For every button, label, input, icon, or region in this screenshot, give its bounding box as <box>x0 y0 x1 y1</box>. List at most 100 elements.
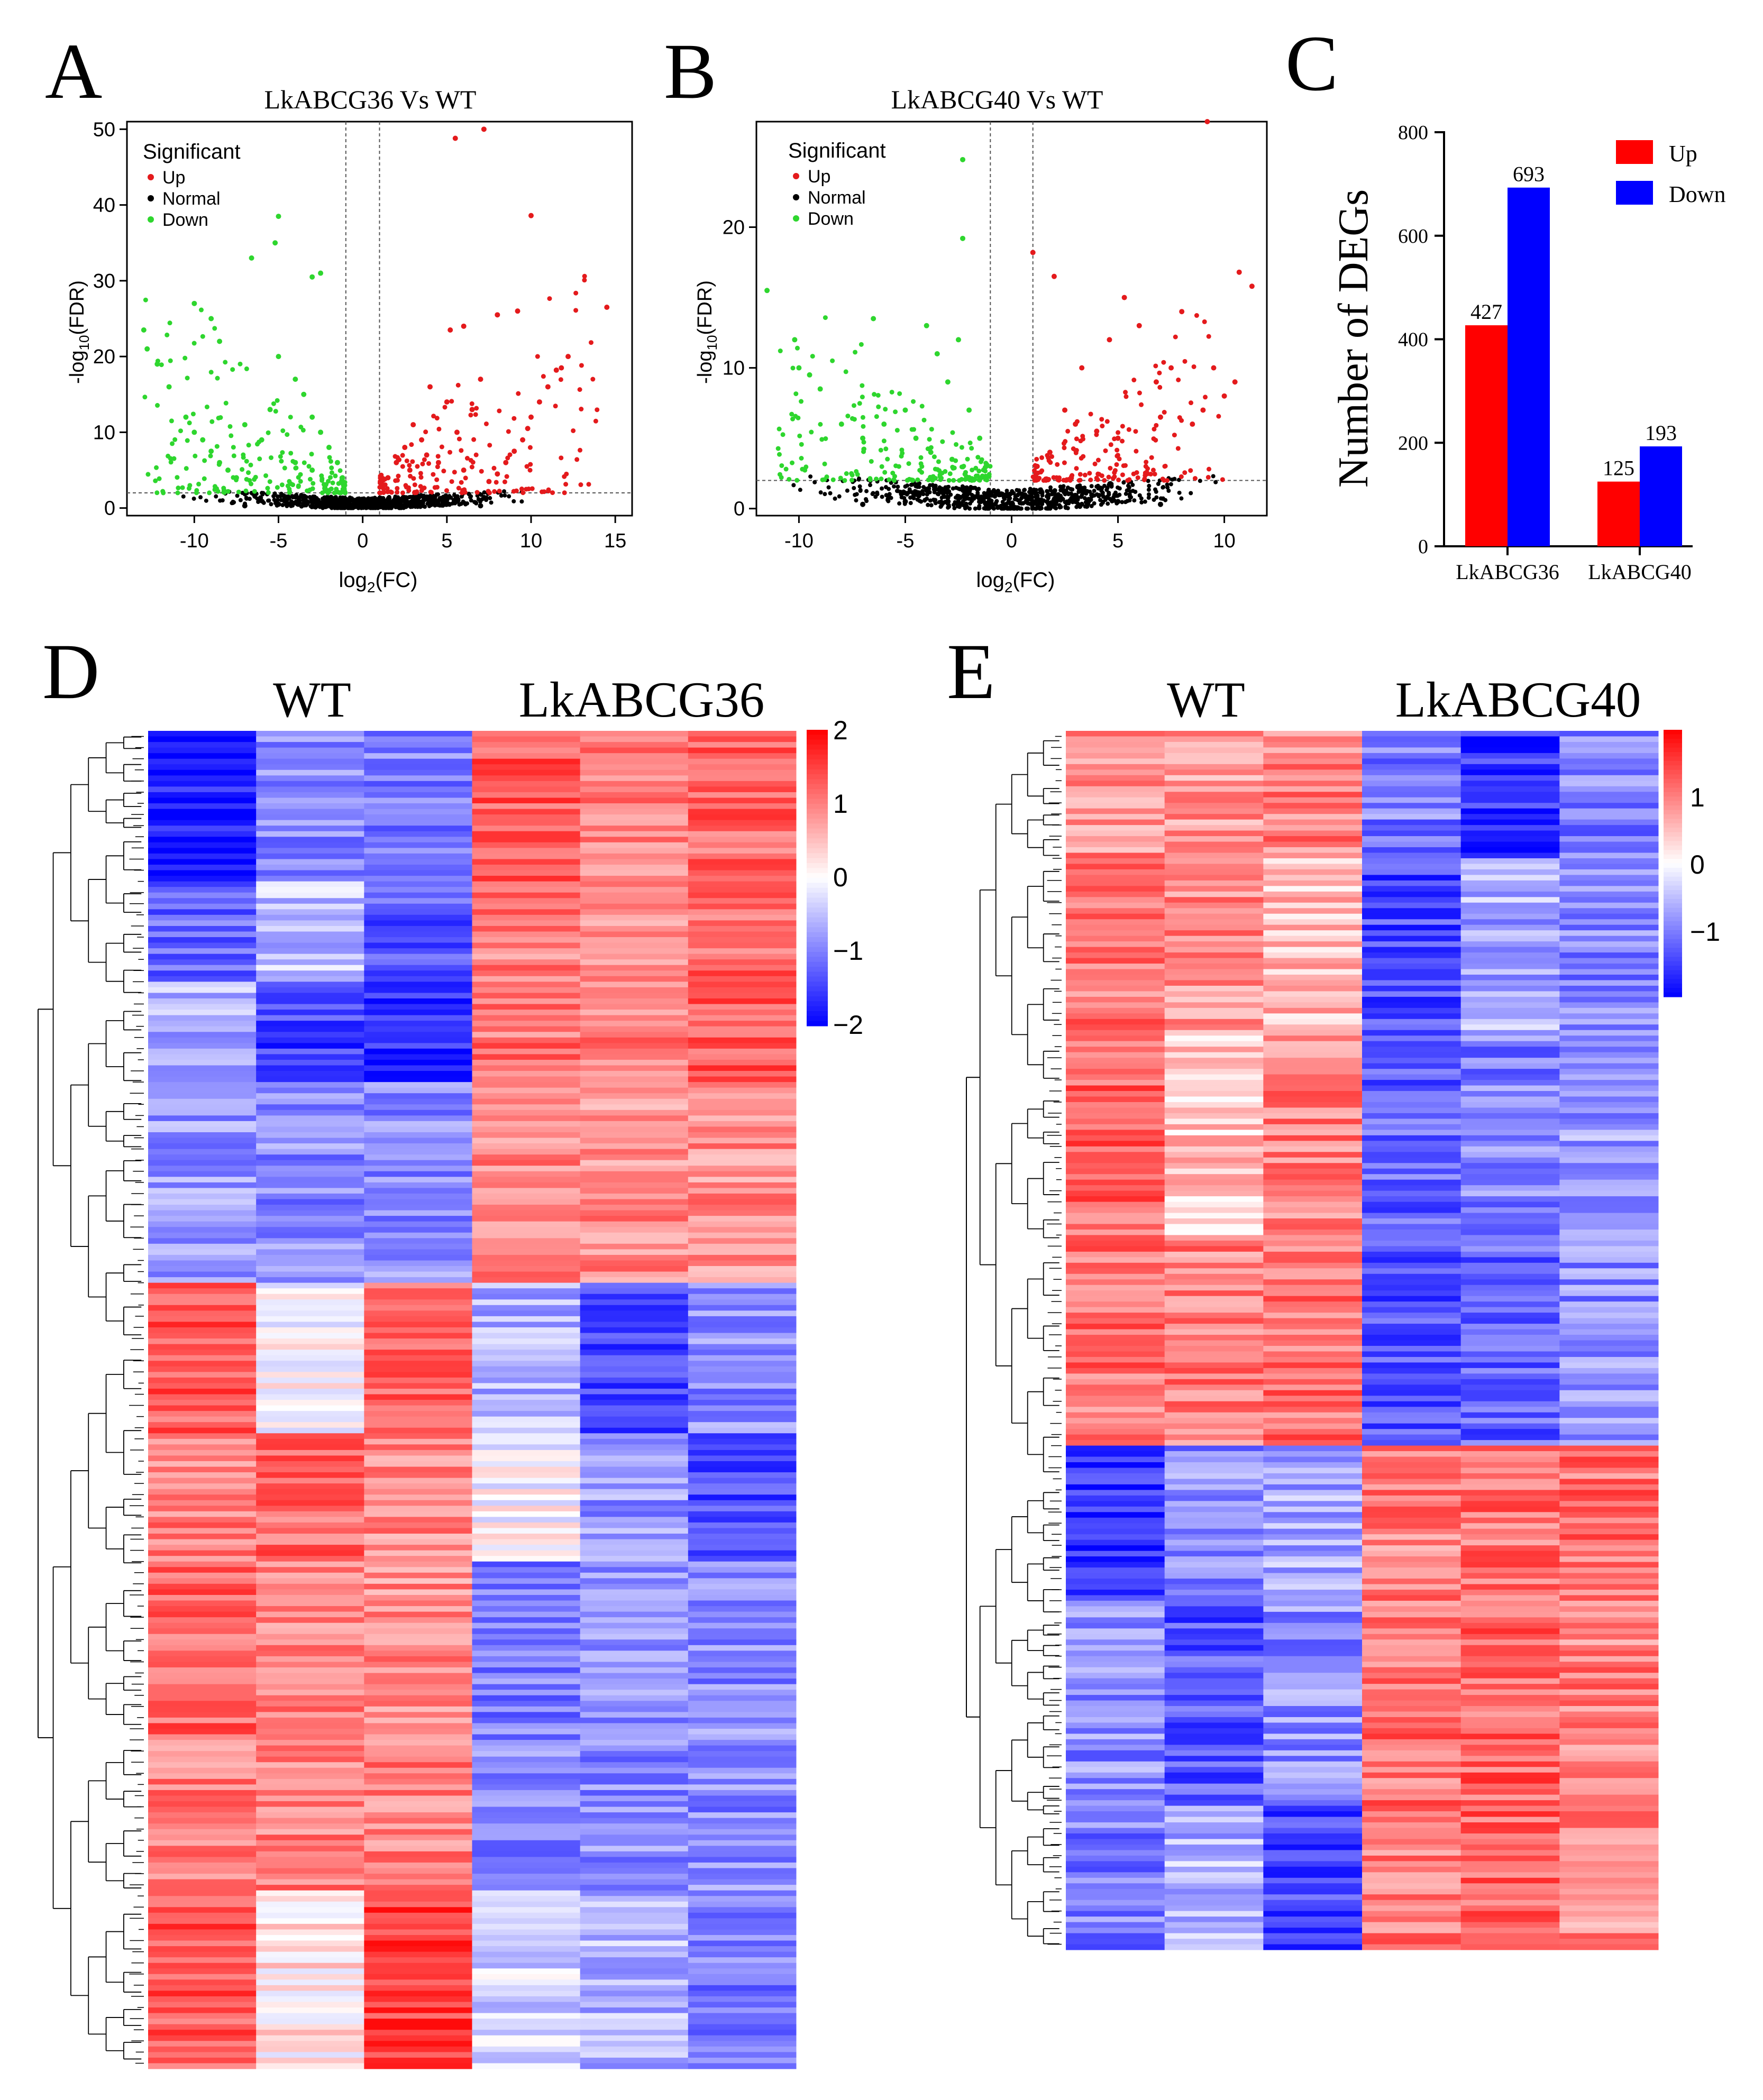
heatmap-cell <box>364 1511 472 1517</box>
heatmap-cell <box>364 965 472 971</box>
heatmap-cell <box>1559 936 1659 942</box>
up-gene-point <box>404 458 409 463</box>
heatmap-cell <box>688 1706 797 1712</box>
down-gene-point <box>789 411 794 417</box>
heatmap-cell <box>472 1210 581 1216</box>
heatmap-cell <box>148 1461 257 1467</box>
up-gene-point <box>1168 365 1174 371</box>
heatmap-cell <box>256 1606 364 1612</box>
heatmap-cell <box>364 1578 472 1584</box>
heatmap-cell <box>364 920 472 927</box>
heatmap-cells <box>148 731 797 2069</box>
heatmap-cell <box>364 1818 472 1824</box>
heatmap-cell <box>688 1216 797 1222</box>
normal-gene-point <box>267 498 271 503</box>
heatmap-cell <box>148 1494 257 1501</box>
down-gene-point <box>889 389 894 395</box>
heatmap-cell <box>688 775 797 782</box>
normal-gene-point <box>1143 499 1147 504</box>
heatmap-cell <box>1066 852 1165 859</box>
down-gene-point <box>285 483 290 489</box>
heatmap-cell <box>688 1260 797 1267</box>
heatmap-cell <box>472 1561 581 1567</box>
down-gene-point <box>300 427 306 433</box>
down-gene-point <box>950 430 955 435</box>
up-gene-point <box>511 416 517 421</box>
down-gene-point <box>823 436 828 441</box>
heatmap-cell <box>1066 847 1165 853</box>
heatmap-cell <box>688 1890 797 1896</box>
normal-gene-point <box>880 486 884 491</box>
heatmap-cell <box>148 1773 257 1780</box>
heatmap-cell <box>256 1004 364 1010</box>
heatmap-cell <box>256 2063 364 2069</box>
up-gene-point <box>588 340 593 345</box>
heatmap-cell <box>1362 975 1461 980</box>
heatmap-cell <box>580 1706 689 1712</box>
normal-gene-point <box>1063 492 1067 497</box>
heatmap-cell <box>580 1968 689 1975</box>
up-gene-point <box>1123 394 1129 399</box>
up-gene-point <box>1232 379 1238 385</box>
heatmap-cell <box>472 931 581 938</box>
heatmap-cell <box>1559 1041 1659 1047</box>
normal-gene-point <box>435 502 440 507</box>
heatmap-cell <box>256 909 364 915</box>
y-tick-label: 200 <box>1398 432 1428 454</box>
heatmap-cell <box>364 2063 472 2069</box>
heatmap-cell <box>472 1489 581 1495</box>
heatmap-cell <box>256 1912 364 1919</box>
heatmap-cell <box>472 1026 581 1032</box>
heatmap-cell <box>1066 781 1165 787</box>
heatmap-cell <box>256 1344 364 1350</box>
heatmap-cell <box>364 1790 472 1796</box>
heatmap-cell <box>472 1506 581 1512</box>
heatmap-cell <box>688 1879 797 1885</box>
up-gene-point <box>471 437 477 442</box>
heatmap-cell <box>1460 1069 1560 1075</box>
heatmap-cell <box>688 1472 797 1479</box>
heatmap-cell <box>148 1310 257 1317</box>
up-gene-point <box>1182 359 1187 364</box>
heatmap-cell <box>1362 825 1461 831</box>
up-gene-point <box>1153 379 1159 385</box>
color-scale-step <box>807 927 828 933</box>
heatmap-cell <box>256 753 364 759</box>
heatmap-cell <box>364 2035 472 2041</box>
normal-gene-point <box>331 502 336 507</box>
down-gene-point <box>223 400 229 406</box>
heatmap-cell <box>1559 1080 1659 1086</box>
heatmap-cell <box>580 1935 689 1941</box>
heatmap-cell <box>1066 886 1165 892</box>
heatmap-cell <box>580 1801 689 1808</box>
normal-gene-point <box>932 490 937 494</box>
heatmap-cell <box>688 1048 797 1054</box>
down-gene-point <box>225 467 231 473</box>
down-gene-point <box>891 477 897 482</box>
heatmap-cell <box>1066 825 1165 831</box>
heatmap-cell <box>148 948 257 955</box>
heatmap-cell <box>364 1907 472 1913</box>
heatmap-cell <box>580 1266 689 1272</box>
heatmap-cell <box>148 1628 257 1635</box>
heatmap-cell <box>256 892 364 898</box>
normal-gene-point <box>303 502 307 507</box>
heatmap-cell <box>688 1545 797 1551</box>
heatmap-cell <box>580 1333 689 1339</box>
heatmap-cell <box>1164 753 1264 759</box>
heatmap-cell <box>256 786 364 793</box>
heatmap-cell <box>148 1227 257 1233</box>
down-gene-point <box>957 478 962 483</box>
heatmap-cell <box>148 1611 257 1618</box>
up-gene-point <box>1204 119 1210 124</box>
normal-gene-point <box>337 501 342 506</box>
down-gene-point <box>293 460 298 465</box>
heatmap-cell <box>580 1004 689 1010</box>
heatmap-cell <box>1263 775 1363 781</box>
down-gene-point <box>849 478 854 483</box>
heatmap-cell <box>580 1656 689 1662</box>
normal-gene-point <box>1030 499 1036 505</box>
heatmap-cell <box>1164 1163 1264 1169</box>
normal-gene-point <box>979 500 983 505</box>
